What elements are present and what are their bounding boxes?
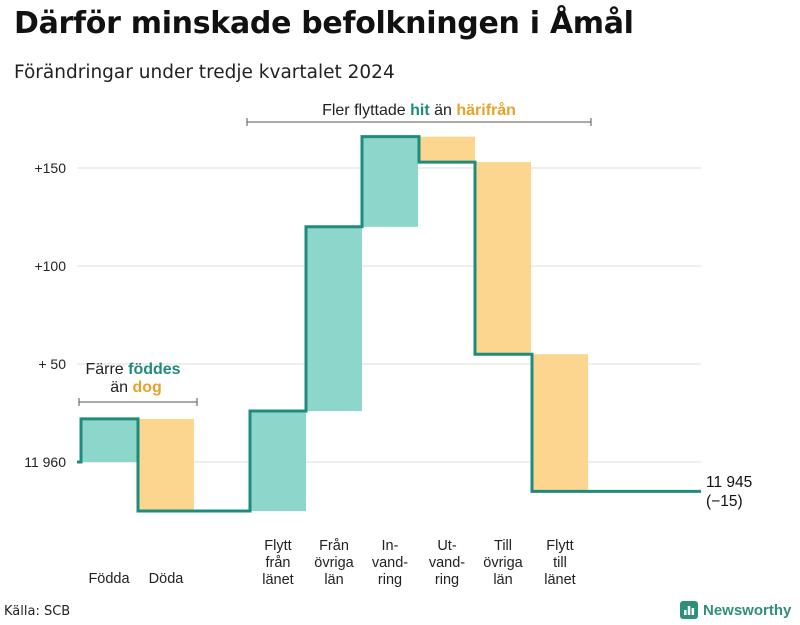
bar-from-other-counties: [306, 226, 362, 412]
chart-subtitle: Förändringar under tredje kvartalet 2024: [14, 62, 395, 83]
bar-moved-to-county: [532, 354, 588, 492]
chart-title: Därför minskade befolkningen i Åmål: [14, 6, 634, 41]
bar-births: [81, 418, 137, 462]
bar-deaths: [138, 418, 194, 511]
y-tick-label: +100: [34, 258, 66, 274]
source-note: Källa: SCB: [4, 604, 71, 619]
y-tick-label: 11 960: [24, 454, 66, 470]
x-category-label: Ut-vand-ring: [429, 538, 465, 588]
migration-annotation: Fler flyttade hit än härifrån: [322, 101, 516, 119]
net-change-label: (−15): [706, 493, 743, 510]
x-category-label: Till övriga län: [483, 538, 523, 588]
bar-to-other-counties: [475, 162, 531, 355]
bar-moved-from-county: [250, 411, 306, 511]
bar-immigration: [362, 136, 418, 227]
x-category-label: In-vand-ring: [372, 538, 408, 588]
final-value-label: 11 945: [706, 474, 752, 491]
bar-emigration: [419, 136, 475, 163]
natural-annotation-line1: Färre föddes: [85, 361, 180, 378]
x-category-label: Flytt till länet: [544, 538, 575, 588]
bar-chart-icon: [680, 601, 698, 619]
natural-annotation-line2: än dog: [110, 379, 162, 396]
x-category-label: Flytt från länet: [262, 538, 293, 588]
brand-logo: Newsworthy: [680, 601, 791, 619]
y-tick-label: +150: [34, 160, 66, 176]
x-category-label: Födda: [88, 571, 130, 587]
x-category-label: Från övriga län: [314, 538, 354, 588]
brand-name: Newsworthy: [703, 601, 792, 619]
running-total-line: [77, 135, 701, 513]
y-tick-label: + 50: [38, 356, 66, 372]
x-category-label: Döda: [149, 571, 185, 587]
